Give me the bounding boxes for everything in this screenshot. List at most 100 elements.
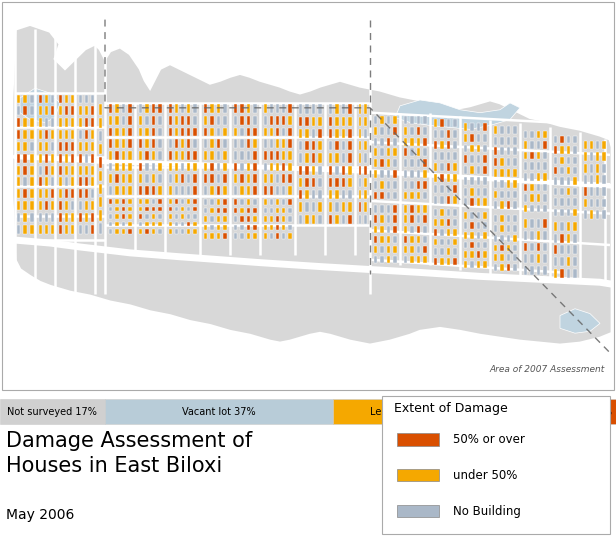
Bar bbox=[59, 142, 62, 151]
Bar bbox=[121, 128, 125, 136]
Bar bbox=[434, 209, 437, 216]
Bar bbox=[602, 153, 606, 161]
Bar bbox=[567, 146, 570, 154]
Bar bbox=[121, 151, 125, 159]
Bar bbox=[23, 142, 27, 151]
Bar bbox=[453, 249, 456, 255]
Bar bbox=[121, 104, 125, 113]
Bar bbox=[423, 127, 426, 135]
Bar bbox=[38, 177, 41, 186]
Bar bbox=[128, 229, 131, 234]
Bar bbox=[530, 141, 533, 149]
Bar bbox=[65, 225, 68, 234]
Bar bbox=[543, 255, 546, 263]
Bar bbox=[240, 151, 243, 159]
Bar bbox=[335, 141, 339, 150]
Bar bbox=[583, 141, 587, 149]
Bar bbox=[380, 127, 384, 135]
Bar bbox=[187, 151, 190, 159]
Bar bbox=[78, 165, 81, 175]
Bar bbox=[506, 126, 510, 134]
Bar bbox=[513, 225, 516, 232]
Bar bbox=[447, 185, 450, 193]
Bar bbox=[128, 174, 131, 183]
Bar bbox=[434, 130, 437, 138]
Bar bbox=[543, 194, 546, 201]
Bar bbox=[500, 148, 503, 155]
Bar bbox=[169, 163, 172, 171]
Bar bbox=[373, 236, 377, 243]
Bar bbox=[453, 163, 456, 171]
Bar bbox=[554, 177, 557, 185]
Bar bbox=[264, 128, 267, 136]
Bar bbox=[299, 104, 302, 114]
Bar bbox=[403, 215, 407, 223]
Bar bbox=[506, 235, 510, 242]
Bar bbox=[386, 148, 390, 156]
Bar bbox=[299, 190, 302, 199]
Bar bbox=[500, 191, 503, 199]
Bar bbox=[84, 106, 87, 115]
Bar bbox=[181, 222, 184, 226]
Bar bbox=[59, 165, 62, 175]
Bar bbox=[440, 174, 444, 182]
Bar bbox=[453, 119, 456, 127]
Bar bbox=[223, 224, 227, 230]
Bar bbox=[380, 192, 384, 199]
Bar bbox=[583, 153, 587, 161]
Bar bbox=[108, 207, 112, 212]
Bar bbox=[393, 256, 397, 263]
Bar bbox=[145, 163, 148, 171]
Bar bbox=[65, 177, 68, 186]
Bar bbox=[59, 190, 62, 198]
Bar bbox=[500, 225, 503, 232]
Bar bbox=[470, 242, 474, 249]
Bar bbox=[463, 166, 467, 174]
Bar bbox=[276, 224, 279, 230]
Bar bbox=[477, 222, 480, 229]
Bar bbox=[51, 95, 54, 104]
Bar bbox=[493, 201, 497, 209]
Bar bbox=[270, 216, 273, 222]
Bar bbox=[359, 104, 361, 114]
Bar bbox=[246, 151, 250, 159]
Bar bbox=[30, 177, 33, 186]
Bar bbox=[51, 213, 54, 222]
Bar bbox=[59, 177, 62, 186]
Bar bbox=[203, 199, 207, 205]
Bar bbox=[17, 213, 20, 222]
Bar bbox=[453, 209, 456, 216]
Bar bbox=[543, 162, 546, 170]
Bar bbox=[493, 244, 497, 251]
Bar bbox=[543, 131, 546, 139]
Bar bbox=[187, 104, 190, 113]
Bar bbox=[233, 174, 237, 183]
Bar bbox=[560, 208, 564, 216]
Bar bbox=[253, 233, 256, 238]
Bar bbox=[121, 174, 125, 183]
Bar bbox=[403, 236, 407, 243]
Bar bbox=[30, 95, 33, 104]
Bar bbox=[380, 181, 384, 188]
Bar bbox=[203, 224, 207, 230]
Bar bbox=[139, 199, 142, 204]
Bar bbox=[193, 229, 197, 234]
Bar bbox=[440, 249, 444, 255]
Bar bbox=[181, 104, 184, 113]
Bar bbox=[530, 219, 533, 228]
Bar bbox=[506, 158, 510, 166]
Bar bbox=[288, 151, 291, 159]
Bar bbox=[51, 142, 54, 151]
Bar bbox=[434, 185, 437, 193]
Bar bbox=[596, 187, 599, 196]
Bar bbox=[128, 207, 131, 212]
Bar bbox=[348, 190, 352, 199]
Bar bbox=[403, 226, 407, 233]
Bar bbox=[513, 255, 516, 261]
Bar bbox=[253, 128, 256, 136]
Bar bbox=[38, 154, 41, 163]
Bar bbox=[108, 151, 112, 159]
Bar bbox=[181, 214, 184, 219]
Bar bbox=[537, 173, 540, 180]
Bar bbox=[393, 215, 397, 223]
